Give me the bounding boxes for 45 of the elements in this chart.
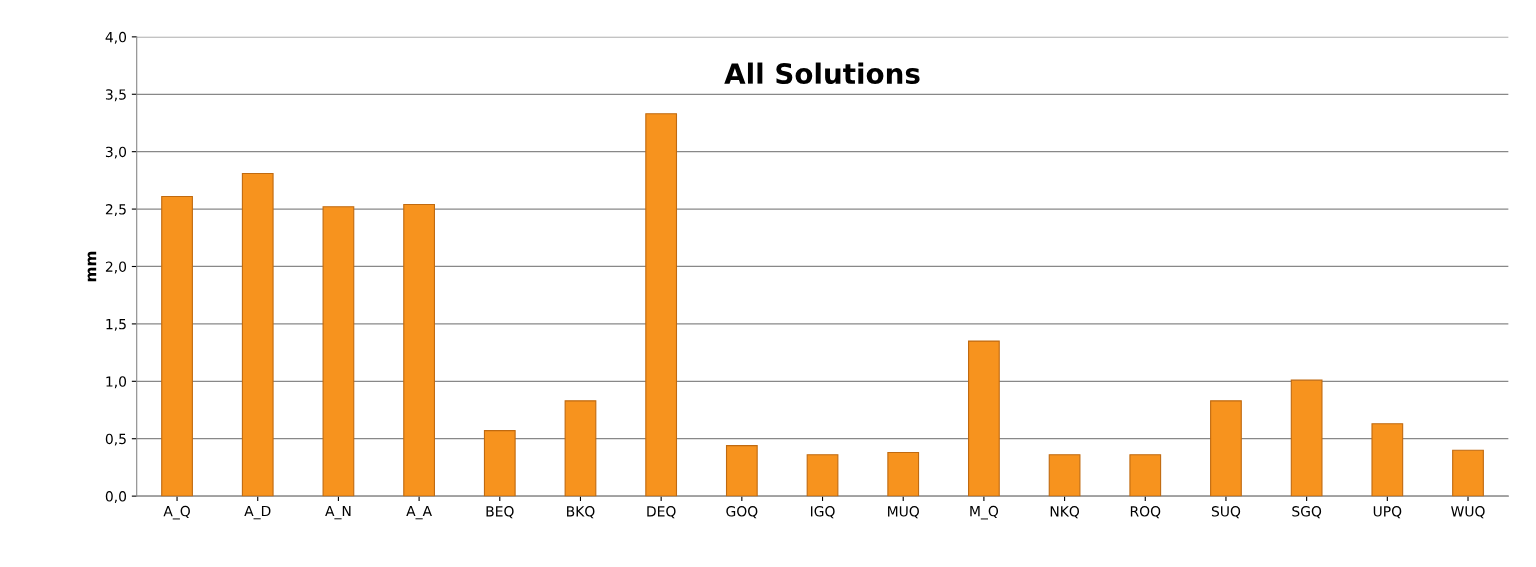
x-tick-label: BKQ (567, 506, 595, 519)
x-tick-label: WUQ (1451, 506, 1485, 519)
y-tick-label: 3,5 (105, 89, 126, 102)
x-tick-label: A_D (244, 505, 271, 520)
bar (241, 172, 274, 497)
bar (645, 113, 678, 497)
y-tick-label: 1,5 (106, 319, 126, 331)
x-tick-label: IGQ (810, 506, 835, 519)
x-tick-label: SGQ (1292, 506, 1322, 519)
bar (403, 203, 435, 497)
bar (1371, 423, 1404, 497)
x-tick-label: A_N (325, 505, 351, 520)
x-tick-label: SUQ (1211, 506, 1241, 519)
y-tick-label: 2,0 (105, 261, 127, 274)
y-axis-title: mm (87, 251, 97, 282)
text: All Solutions (724, 62, 920, 85)
x-tick-label: A_A (406, 505, 432, 520)
y-tick-label: 0,0 (105, 491, 127, 504)
y-tick-label: 3,0 (105, 146, 127, 159)
y-tick-label: 0,5 (105, 433, 126, 446)
bar (1048, 454, 1081, 497)
x-tick-label: DEQ (647, 506, 676, 519)
x-tick-label: MUQ (888, 506, 919, 519)
bar (161, 195, 193, 497)
bar (322, 206, 355, 497)
bar (564, 400, 597, 497)
x-tick-label: GOQ (726, 506, 758, 519)
y-tick-label: 2,5 (105, 204, 126, 216)
y-tick-label: 1,0 (106, 376, 127, 389)
x-tick-label: A_Q (163, 505, 190, 520)
bar (1129, 454, 1162, 497)
bar (806, 454, 839, 497)
bar (483, 430, 516, 497)
bar (1290, 379, 1323, 497)
x-tick-label: BEQ (486, 506, 514, 519)
x-tick-label: ROQ (1130, 506, 1161, 519)
bar (725, 445, 758, 497)
bar (887, 451, 920, 497)
bar (1210, 400, 1242, 497)
x-tick-label: M_Q (970, 505, 999, 520)
bar (1452, 449, 1484, 497)
y-tick-label: 4,0 (105, 31, 127, 44)
x-tick-label: UPQ (1373, 506, 1402, 519)
x-tick-label: NKQ (1050, 506, 1080, 519)
bar (968, 340, 1000, 497)
